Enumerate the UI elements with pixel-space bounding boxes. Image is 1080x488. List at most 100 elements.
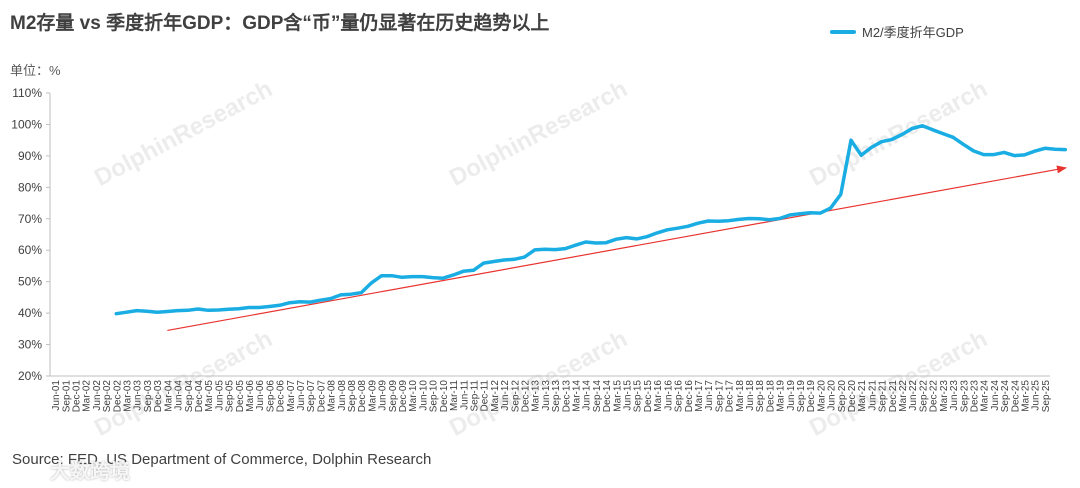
x-tick-label: Jun-14 bbox=[582, 380, 593, 411]
legend-label: M2/季度折年GDP bbox=[862, 25, 964, 40]
x-tick-label: Sep-01 bbox=[61, 380, 72, 413]
y-tick-label: 70% bbox=[18, 212, 42, 226]
x-tick-label: Dec-02 bbox=[112, 380, 123, 413]
x-tick-label: Mar-12 bbox=[490, 380, 501, 412]
source-note: Source: FED, US Department of Commerce, … bbox=[12, 451, 432, 468]
x-tick-label: Jun-02 bbox=[92, 380, 103, 411]
x-tick-label: Jun-17 bbox=[704, 380, 715, 411]
x-tick-label: Mar-06 bbox=[245, 380, 256, 412]
x-tick-label: Sep-18 bbox=[755, 380, 766, 413]
y-tick-label: 80% bbox=[18, 180, 42, 194]
x-tick-label: Sep-13 bbox=[551, 380, 562, 413]
x-tick-label: Mar-15 bbox=[612, 380, 623, 412]
x-tick-label: Sep-12 bbox=[510, 380, 521, 413]
x-tick-label: Dec-12 bbox=[520, 380, 531, 413]
y-tick-label: 50% bbox=[18, 275, 42, 289]
x-tick-label: Dec-07 bbox=[316, 380, 327, 413]
x-tick-label: Dec-01 bbox=[72, 380, 83, 413]
x-tick-label: Dec-06 bbox=[276, 380, 287, 413]
y-tick-label: 100% bbox=[11, 117, 42, 131]
x-tick-label: Mar-11 bbox=[449, 380, 460, 411]
x-tick-label: Sep-15 bbox=[633, 380, 644, 413]
x-tick-label: Sep-25 bbox=[1041, 380, 1052, 413]
x-tick-label: Dec-18 bbox=[765, 380, 776, 413]
y-tick-label: 20% bbox=[18, 369, 42, 383]
x-tick-label: Jun-04 bbox=[174, 380, 185, 411]
x-tick-label: Sep-23 bbox=[959, 380, 970, 413]
trend-line bbox=[167, 165, 1067, 331]
unit-label: 单位：% bbox=[10, 63, 61, 78]
x-tick-label: Dec-23 bbox=[969, 380, 980, 413]
x-tick-label: Mar-07 bbox=[286, 380, 297, 412]
x-tick-label: Jun-23 bbox=[949, 380, 960, 411]
x-tick-label: Dec-21 bbox=[888, 380, 899, 413]
x-tick-label: Jun-21 bbox=[867, 380, 878, 411]
x-tick-label: Mar-20 bbox=[816, 380, 827, 412]
y-tick-label: 60% bbox=[18, 243, 42, 257]
x-tick-label: Jun-03 bbox=[133, 380, 144, 411]
x-tick-label: Jun-13 bbox=[541, 380, 552, 411]
x-tick-label: Dec-20 bbox=[847, 380, 858, 413]
x-tick-label: Sep-14 bbox=[592, 380, 603, 413]
x-tick-label: Sep-19 bbox=[796, 380, 807, 413]
x-tick-label: Sep-08 bbox=[347, 380, 358, 413]
y-tick-label: 40% bbox=[18, 306, 42, 320]
x-tick-label: Sep-22 bbox=[918, 380, 929, 413]
x-tick-label: Mar-22 bbox=[898, 380, 909, 412]
x-tick-label: Sep-09 bbox=[388, 380, 399, 413]
x-tick-label: Jun-15 bbox=[623, 380, 634, 411]
x-tick-label: Jun-08 bbox=[337, 380, 348, 411]
line-chart: 110%100%90%80%70%60%50%40%30%20%Jun-01 Se… bbox=[11, 86, 1068, 413]
x-tick-label: Jun-12 bbox=[500, 380, 511, 411]
x-tick-label: Jun-19 bbox=[786, 380, 797, 411]
x-tick-label: Mar-14 bbox=[572, 380, 583, 412]
x-tick-label: Dec-05 bbox=[235, 380, 246, 413]
x-tick-label: Sep-20 bbox=[837, 380, 848, 413]
x-tick-label: Dec-08 bbox=[357, 380, 368, 413]
x-tick-label: Mar-08 bbox=[327, 380, 338, 412]
y-tick-label: 30% bbox=[18, 338, 42, 352]
x-tick-label: Sep-06 bbox=[265, 380, 276, 413]
x-tick-label: Mar-16 bbox=[653, 380, 664, 412]
chart-title: M2存量 vs 季度折年GDP：GDP含“币”量仍显著在历史趋势以上 bbox=[10, 13, 550, 34]
x-tick-label: Mar-23 bbox=[939, 380, 950, 412]
x-tick-label: Jun-10 bbox=[418, 380, 429, 411]
x-tick-label: Jun-11 bbox=[459, 380, 470, 410]
y-tick-label: 110% bbox=[12, 86, 42, 100]
x-tick-label: Jun-18 bbox=[745, 380, 756, 411]
legend: M2/季度折年GDP bbox=[830, 22, 964, 41]
x-tick-label: Jun-24 bbox=[990, 380, 1001, 411]
x-tick-label: Jun-25 bbox=[1031, 380, 1042, 411]
x-tick-label: Mar-10 bbox=[408, 380, 419, 412]
legend-swatch bbox=[830, 29, 856, 34]
x-tick-label: Jun-20 bbox=[827, 380, 838, 411]
x-tick-label: Sep-04 bbox=[184, 380, 195, 413]
x-tick-label: Dec-15 bbox=[643, 380, 654, 413]
x-tick-label: Mar-09 bbox=[367, 380, 378, 412]
x-tick-label: Sep-24 bbox=[1000, 380, 1011, 413]
x-tick-label: Jun-16 bbox=[663, 380, 674, 411]
x-tick-label: Dec-09 bbox=[398, 380, 409, 413]
x-tick-label: Sep-11 bbox=[469, 380, 480, 412]
x-tick-label: Sep-03 bbox=[143, 380, 154, 413]
x-tick-label: Mar-13 bbox=[531, 380, 542, 412]
x-tick-label: Mar-02 bbox=[82, 380, 93, 412]
x-tick-label: Mar-21 bbox=[857, 380, 868, 412]
x-tick-label: Dec-24 bbox=[1010, 380, 1021, 413]
x-tick-label: Jun-09 bbox=[378, 380, 389, 411]
x-tick-label: Dec-11 bbox=[480, 380, 491, 412]
x-tick-label: Mar-05 bbox=[204, 380, 215, 412]
x-tick-label: Dec-04 bbox=[194, 380, 205, 413]
corner-watermark: 大数跨境 bbox=[50, 461, 130, 483]
x-tick-label: Jun-05 bbox=[214, 380, 225, 411]
x-tick-label: Dec-22 bbox=[929, 380, 940, 413]
x-tick-label: Mar-25 bbox=[1020, 380, 1031, 412]
x-tick-label: Sep-05 bbox=[225, 380, 236, 413]
x-tick-label: Dec-19 bbox=[806, 380, 817, 413]
x-tick-label: Sep-16 bbox=[674, 380, 685, 413]
x-tick-label: Dec-10 bbox=[439, 380, 450, 413]
x-tick-label: Sep-21 bbox=[878, 380, 889, 413]
y-tick-label: 90% bbox=[18, 149, 42, 163]
x-tick-label: Mar-24 bbox=[980, 380, 991, 412]
x-tick-label: Sep-02 bbox=[102, 380, 113, 413]
